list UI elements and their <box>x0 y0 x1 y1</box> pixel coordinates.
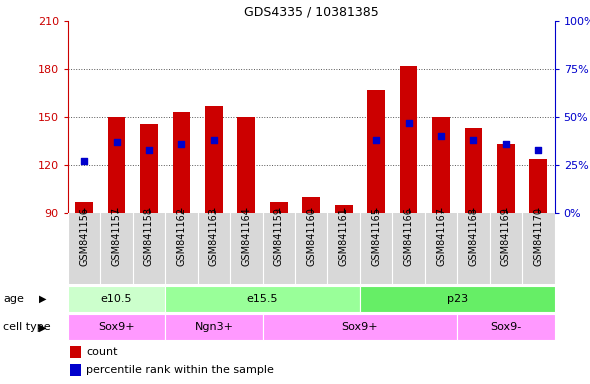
Point <box>468 137 478 143</box>
Bar <box>432 117 450 213</box>
Text: Ngn3+: Ngn3+ <box>194 322 234 333</box>
Bar <box>205 106 223 213</box>
Text: Sox9+: Sox9+ <box>98 322 135 333</box>
Bar <box>399 66 418 213</box>
Bar <box>165 286 360 311</box>
Point <box>112 139 122 145</box>
Bar <box>457 314 555 340</box>
Bar <box>263 314 457 340</box>
Text: Sox9-: Sox9- <box>490 322 522 333</box>
Text: count: count <box>86 347 118 357</box>
Text: ▶: ▶ <box>39 322 46 333</box>
Bar <box>237 117 255 213</box>
Bar <box>68 314 165 340</box>
Bar <box>165 314 263 340</box>
Bar <box>270 202 288 213</box>
Text: cell type: cell type <box>3 322 51 333</box>
Bar <box>75 202 93 213</box>
Point <box>534 147 543 153</box>
Text: ▶: ▶ <box>39 293 46 304</box>
Point <box>437 133 446 139</box>
Bar <box>464 128 483 213</box>
Bar <box>335 205 353 213</box>
Bar <box>360 286 555 311</box>
Bar <box>68 286 165 311</box>
Text: age: age <box>3 293 24 304</box>
Bar <box>107 117 126 213</box>
Bar <box>172 112 191 213</box>
Bar <box>140 124 158 213</box>
Point <box>502 141 511 147</box>
Bar <box>367 90 385 213</box>
Bar <box>302 197 320 213</box>
Point <box>404 120 413 126</box>
Bar <box>497 144 515 213</box>
Point <box>145 147 154 153</box>
Text: Sox9+: Sox9+ <box>342 322 378 333</box>
Text: e10.5: e10.5 <box>101 293 132 304</box>
Point <box>372 137 381 143</box>
Point <box>177 141 186 147</box>
Bar <box>70 364 81 376</box>
Text: e15.5: e15.5 <box>247 293 278 304</box>
Title: GDS4335 / 10381385: GDS4335 / 10381385 <box>244 5 379 18</box>
Text: p23: p23 <box>447 293 468 304</box>
Point <box>209 137 219 143</box>
Bar <box>70 346 81 358</box>
Point <box>79 158 89 164</box>
Bar <box>529 159 548 213</box>
Text: percentile rank within the sample: percentile rank within the sample <box>86 365 274 375</box>
